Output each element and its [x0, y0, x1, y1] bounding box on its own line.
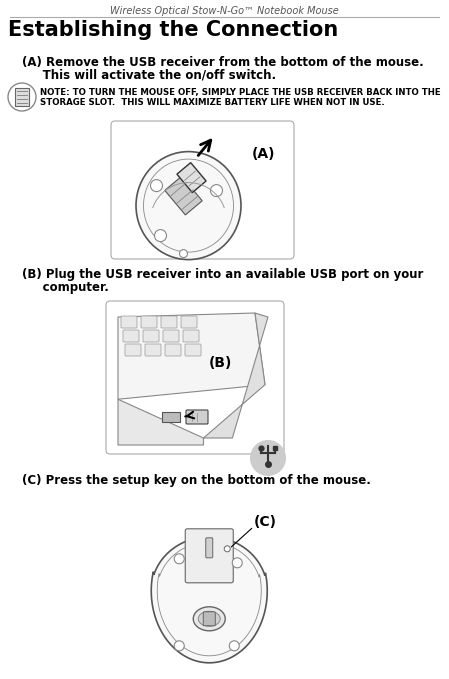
- Circle shape: [250, 440, 286, 476]
- Text: (B): (B): [209, 356, 232, 370]
- Circle shape: [174, 554, 184, 564]
- Polygon shape: [151, 537, 267, 663]
- Text: STORAGE SLOT.  THIS WILL MAXIMIZE BATTERY LIFE WHEN NOT IN USE.: STORAGE SLOT. THIS WILL MAXIMIZE BATTERY…: [40, 98, 385, 107]
- Text: (C): (C): [254, 515, 277, 528]
- FancyBboxPatch shape: [163, 330, 179, 342]
- Circle shape: [229, 641, 239, 650]
- Text: (A) Remove the USB receiver from the bottom of the mouse.: (A) Remove the USB receiver from the bot…: [22, 56, 424, 69]
- FancyBboxPatch shape: [185, 344, 201, 356]
- FancyBboxPatch shape: [181, 316, 197, 328]
- Text: Wireless Optical Stow-N-Go™ Notebook Mouse: Wireless Optical Stow-N-Go™ Notebook Mou…: [110, 6, 339, 16]
- Polygon shape: [165, 177, 202, 215]
- Ellipse shape: [136, 151, 241, 259]
- Ellipse shape: [193, 607, 225, 631]
- Circle shape: [8, 83, 36, 111]
- FancyBboxPatch shape: [106, 301, 284, 454]
- Circle shape: [180, 250, 188, 257]
- Text: (A): (A): [251, 147, 275, 161]
- Text: (C) Press the setup key on the bottom of the mouse.: (C) Press the setup key on the bottom of…: [22, 474, 371, 487]
- Circle shape: [150, 180, 163, 191]
- FancyBboxPatch shape: [121, 316, 137, 328]
- Text: Establishing the Connection: Establishing the Connection: [8, 20, 338, 40]
- FancyBboxPatch shape: [123, 330, 139, 342]
- FancyBboxPatch shape: [183, 330, 199, 342]
- Text: computer.: computer.: [22, 281, 109, 294]
- Circle shape: [154, 230, 167, 242]
- Circle shape: [174, 641, 184, 650]
- Circle shape: [224, 546, 230, 552]
- FancyBboxPatch shape: [125, 344, 141, 356]
- FancyBboxPatch shape: [141, 316, 157, 328]
- FancyBboxPatch shape: [162, 412, 180, 422]
- Text: (B) Plug the USB receiver into an available USB port on your: (B) Plug the USB receiver into an availa…: [22, 268, 423, 281]
- Circle shape: [232, 558, 242, 568]
- FancyBboxPatch shape: [15, 88, 29, 106]
- Text: NOTE: TO TURN THE MOUSE OFF, SIMPLY PLACE THE USB RECEIVER BACK INTO THE: NOTE: TO TURN THE MOUSE OFF, SIMPLY PLAC…: [40, 88, 440, 97]
- Polygon shape: [177, 163, 206, 193]
- FancyBboxPatch shape: [143, 330, 159, 342]
- FancyBboxPatch shape: [203, 612, 215, 626]
- FancyBboxPatch shape: [186, 410, 208, 424]
- Polygon shape: [118, 399, 203, 445]
- Polygon shape: [118, 313, 265, 399]
- FancyBboxPatch shape: [161, 316, 177, 328]
- FancyBboxPatch shape: [145, 344, 161, 356]
- FancyBboxPatch shape: [165, 344, 181, 356]
- Polygon shape: [203, 313, 268, 438]
- FancyBboxPatch shape: [111, 121, 294, 259]
- Circle shape: [211, 185, 223, 197]
- Text: This will activate the on/off switch.: This will activate the on/off switch.: [22, 69, 276, 82]
- Ellipse shape: [198, 611, 220, 626]
- FancyBboxPatch shape: [185, 529, 233, 583]
- FancyBboxPatch shape: [206, 538, 213, 558]
